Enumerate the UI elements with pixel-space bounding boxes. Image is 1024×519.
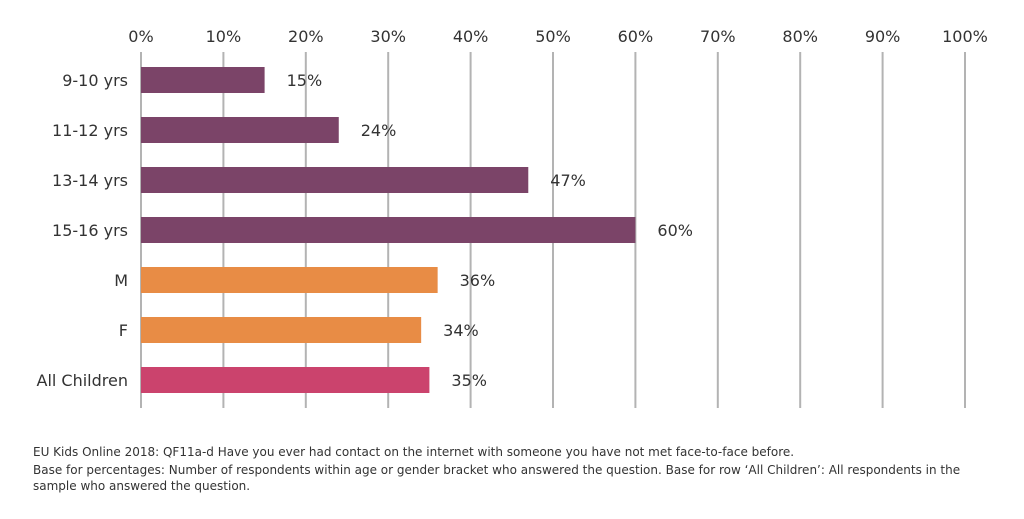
category-label: 9-10 yrs: [62, 71, 128, 90]
x-tick-label: 100%: [942, 27, 988, 46]
x-tick-label: 70%: [700, 27, 736, 46]
category-label: 13-14 yrs: [52, 171, 128, 190]
value-labels: 15% 24% 47% 60% 36% 34% 35%: [287, 71, 693, 390]
base-note: Base for percentages: Number of responde…: [33, 463, 961, 493]
bar: [141, 167, 529, 193]
x-tick-label: 0%: [128, 27, 153, 46]
bar: [141, 367, 430, 393]
value-label: 60%: [657, 221, 693, 240]
bar: [141, 67, 265, 93]
x-axis-ticks: 0% 10% 20% 30% 40% 50% 60% 70% 80% 90% 100%: [128, 27, 988, 46]
x-tick-label: 50%: [535, 27, 571, 46]
value-label: 15%: [287, 71, 323, 90]
x-tick-label: 40%: [453, 27, 489, 46]
bar: [141, 117, 339, 143]
source-note: EU Kids Online 2018: QF11a-d Have you ev…: [33, 445, 795, 459]
category-label: M: [114, 271, 128, 290]
value-label: 34%: [443, 321, 479, 340]
category-label: 11-12 yrs: [52, 121, 128, 140]
chart-svg: 0% 10% 20% 30% 40% 50% 60% 70% 80% 90% 100% 9-10 y…: [37, 27, 988, 408]
x-tick-label: 60%: [618, 27, 654, 46]
bars: [141, 67, 636, 393]
value-label: 24%: [361, 121, 397, 140]
bar: [141, 267, 438, 293]
x-tick-label: 30%: [370, 27, 406, 46]
category-label: All Children: [37, 371, 129, 390]
category-label: 15-16 yrs: [52, 221, 128, 240]
x-tick-label: 80%: [782, 27, 818, 46]
bar: [141, 217, 636, 243]
value-label: 36%: [460, 271, 496, 290]
category-label: F: [119, 321, 128, 340]
value-label: 35%: [451, 371, 487, 390]
bar-chart: 0% 10% 20% 30% 40% 50% 60% 70% 80% 90% 100% 9-10 y…: [37, 27, 988, 408]
value-label: 47%: [550, 171, 586, 190]
x-tick-label: 10%: [206, 27, 242, 46]
x-tick-label: 90%: [865, 27, 901, 46]
footnotes: EU Kids Online 2018: QF11a-d Have you ev…: [33, 444, 993, 496]
bar: [141, 317, 422, 343]
x-tick-label: 20%: [288, 27, 324, 46]
category-labels: 9-10 yrs 11-12 yrs 13-14 yrs 15-16 yrs M F All…: [37, 71, 129, 390]
